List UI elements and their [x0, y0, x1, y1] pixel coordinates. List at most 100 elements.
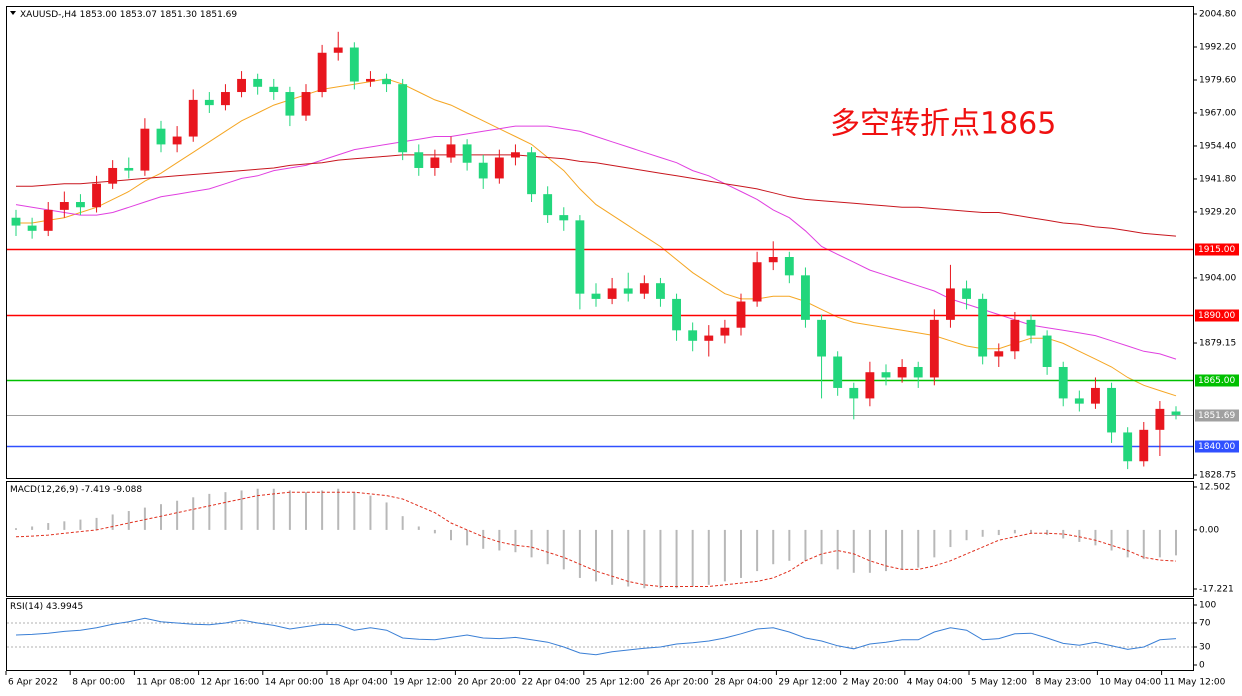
macd-header: MACD(12,26,9) -7.419 -9.088: [10, 485, 142, 495]
candle-body: [253, 78, 263, 87]
macd-signal: [15, 491, 1177, 587]
x-tick-label: 14 Apr 00:00: [265, 678, 324, 688]
candle-body: [1107, 387, 1116, 433]
y-tick-label: 1929.20: [1199, 207, 1236, 217]
collapse-icon: [10, 11, 16, 15]
annotation: 多空转折点1865: [830, 107, 1056, 142]
candle-body: [543, 194, 553, 216]
candle-body: [366, 78, 375, 82]
y-tick-label: 0: [1199, 661, 1205, 671]
candle-body: [720, 327, 730, 336]
level-label: 1865.00: [1198, 376, 1235, 386]
candle-body: [978, 298, 988, 357]
candle-body: [478, 162, 488, 179]
candle-body: [92, 183, 101, 208]
y-tick-label: 0.00: [1199, 525, 1219, 535]
y-tick-label: 30: [1199, 643, 1211, 653]
y-tick-label: 1879.15: [1199, 339, 1236, 349]
candle-body: [446, 144, 456, 158]
candle-body: [43, 209, 53, 231]
y-tick-label: -17.221: [1199, 585, 1234, 595]
candle-body: [849, 387, 859, 399]
candle-body: [382, 78, 391, 85]
x-tick-label: 22 Apr 04:00: [522, 678, 581, 688]
x-tick-label: 2 May 20:00: [843, 678, 899, 688]
candle-body: [317, 52, 327, 93]
x-tick-label: 25 Apr 12:00: [586, 678, 645, 688]
candle-body: [1155, 408, 1165, 430]
x-tick-label: 11 Apr 08:00: [136, 678, 195, 688]
y-tick-label: 1954.40: [1199, 141, 1236, 151]
candle-body: [430, 157, 440, 168]
candle-body: [688, 330, 698, 341]
rsi-header: RSI(14) 43.9945: [10, 602, 83, 612]
candle-body: [108, 167, 118, 184]
y-tick-label: 1904.00: [1199, 273, 1236, 283]
candle-body: [929, 319, 939, 378]
candle-body: [817, 319, 826, 357]
candle-body: [349, 47, 359, 82]
candle-body: [946, 288, 955, 320]
candle-body: [27, 225, 37, 231]
candle-body: [575, 220, 585, 294]
candle-body: [188, 99, 198, 137]
level-label: 1851.69: [1198, 411, 1235, 421]
macd-panel: [6, 481, 1194, 597]
candle-body: [1139, 429, 1149, 462]
y-tick-label: 100: [1199, 601, 1216, 611]
level-label-box: [1195, 309, 1239, 322]
x-tick-label: 20 Apr 20:00: [457, 678, 516, 688]
x-tick-label: 5 May 12:00: [971, 678, 1027, 688]
candle-body: [76, 202, 85, 208]
candle-body: [156, 128, 166, 145]
x-tick-label: 8 May 23:00: [1035, 678, 1091, 688]
candle-body: [704, 335, 714, 341]
candle-body: [1026, 319, 1036, 336]
level-label: 1840.00: [1198, 442, 1235, 452]
candle-body: [672, 298, 681, 331]
rsi-panel: [6, 598, 1194, 671]
y-tick-label: 2004.80: [1199, 10, 1236, 20]
y-tick-label: 1828.75: [1199, 471, 1236, 481]
candle-body: [784, 257, 794, 276]
candle-body: [768, 257, 778, 263]
candle-body: [881, 372, 891, 378]
candle-body: [301, 92, 311, 116]
candle-body: [333, 47, 343, 53]
x-tick-label: 18 Apr 04:00: [329, 678, 388, 688]
candle-body: [607, 288, 617, 299]
chart-header: XAUUSD-,H4 1853.00 1853.07 1851.30 1851.…: [20, 10, 237, 20]
candle-body: [221, 92, 230, 106]
candle-body: [237, 78, 246, 93]
price-panel: [6, 6, 1194, 479]
candle-body: [204, 99, 214, 106]
x-tick-label: 26 Apr 20:00: [650, 678, 709, 688]
candle-body: [11, 217, 21, 226]
rsi-line: [15, 617, 1177, 656]
candle-body: [1091, 387, 1100, 404]
level-label: 1915.00: [1198, 245, 1235, 255]
x-tick-label: 4 May 04:00: [907, 678, 963, 688]
candle-body: [172, 136, 182, 145]
candle-body: [752, 262, 762, 302]
level-label: 1890.00: [1198, 311, 1235, 321]
y-tick-label: 12.502: [1199, 483, 1231, 493]
y-tick-label: 70: [1199, 619, 1211, 629]
y-tick-label: 1979.60: [1199, 75, 1236, 85]
candle-body: [623, 288, 633, 294]
candle-body: [994, 351, 1004, 357]
candle-body: [1123, 432, 1133, 462]
candle-body: [639, 283, 649, 294]
candle-body: [140, 128, 150, 171]
candle-body: [801, 275, 810, 320]
candle-body: [1171, 411, 1181, 415]
candle-body: [865, 372, 875, 399]
candle-body: [527, 152, 536, 195]
x-tick-label: 12 Apr 16:00: [201, 678, 260, 688]
y-tick-label: 1941.80: [1199, 174, 1236, 184]
y-tick-label: 1967.00: [1199, 108, 1236, 118]
x-tick-label: 11 May 12:00: [1164, 678, 1226, 688]
level-label-box: [1195, 243, 1239, 256]
